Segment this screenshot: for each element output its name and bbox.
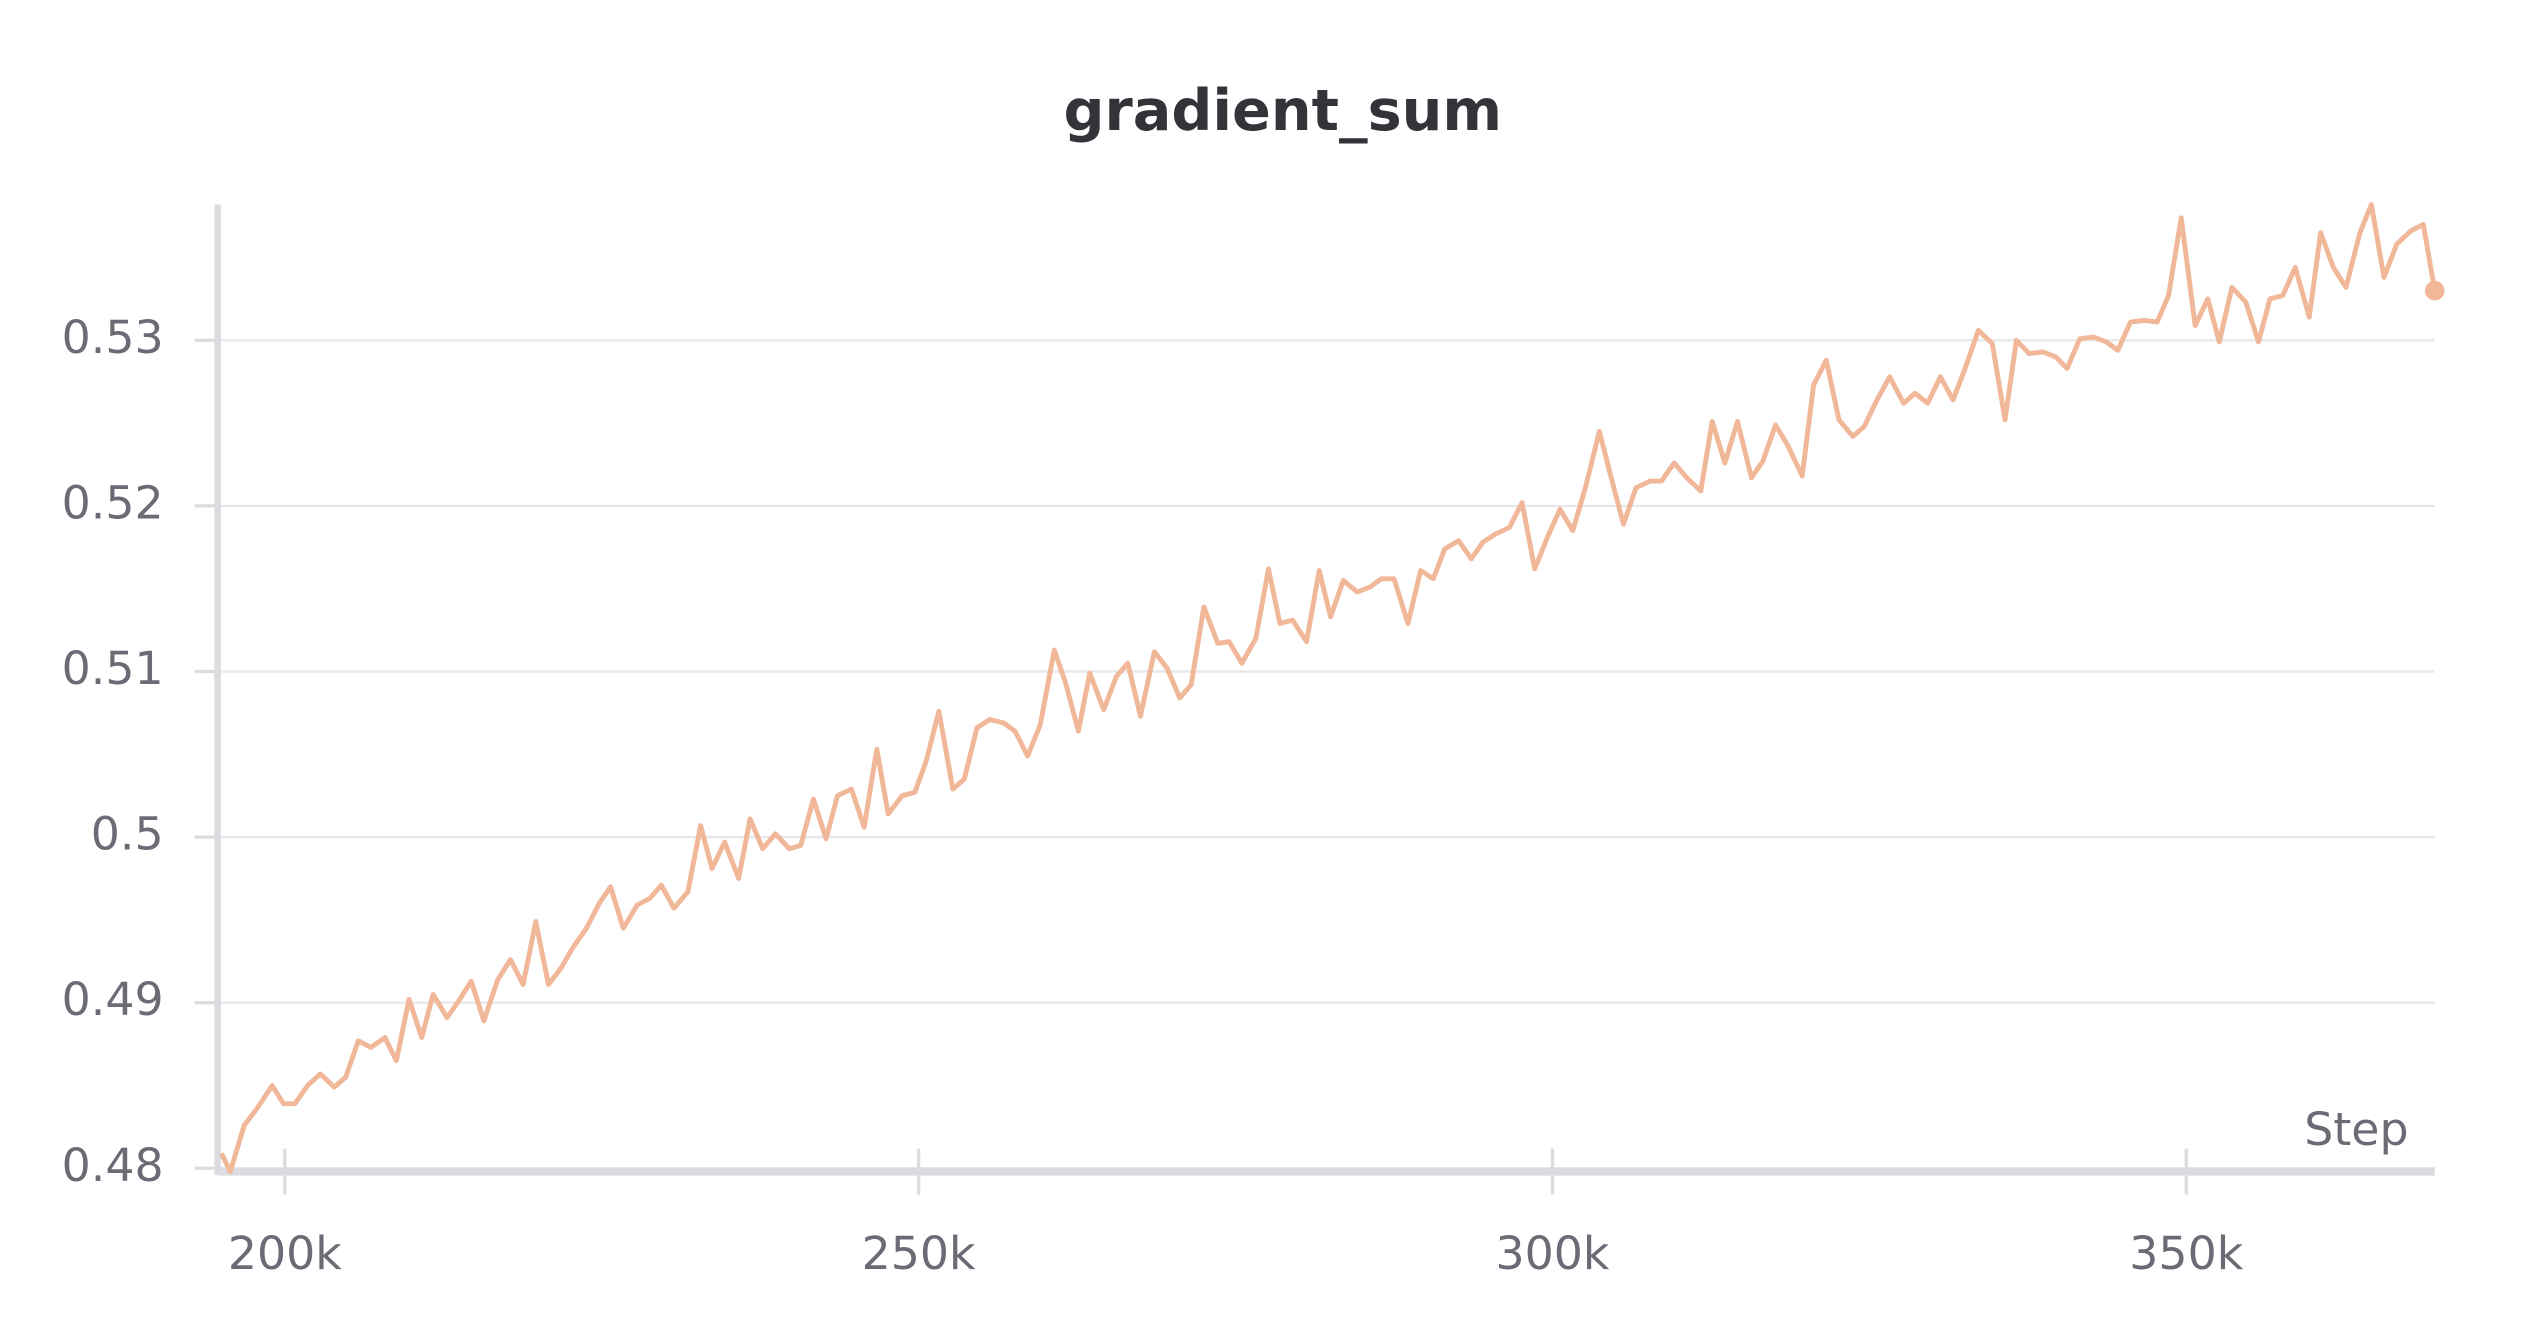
y-tick-label: 0.53 [62, 310, 164, 364]
x-tick-label: 350k [2129, 1226, 2243, 1280]
chart-title: gradient_sum [1064, 77, 1503, 144]
y-tick-label: 0.51 [62, 641, 164, 695]
x-tick-label: 250k [862, 1226, 976, 1280]
y-tick-label: 0.5 [91, 807, 164, 861]
x-tick-label: 300k [1495, 1226, 1609, 1280]
y-tick-label: 0.48 [62, 1138, 164, 1192]
y-tick-label: 0.52 [62, 475, 164, 529]
data-line [219, 202, 2438, 1175]
x-tick-label: 200k [228, 1226, 342, 1280]
x-axis-label: Step [2304, 1102, 2408, 1156]
end-point [2424, 280, 2445, 301]
y-tick-label: 0.49 [62, 972, 164, 1026]
